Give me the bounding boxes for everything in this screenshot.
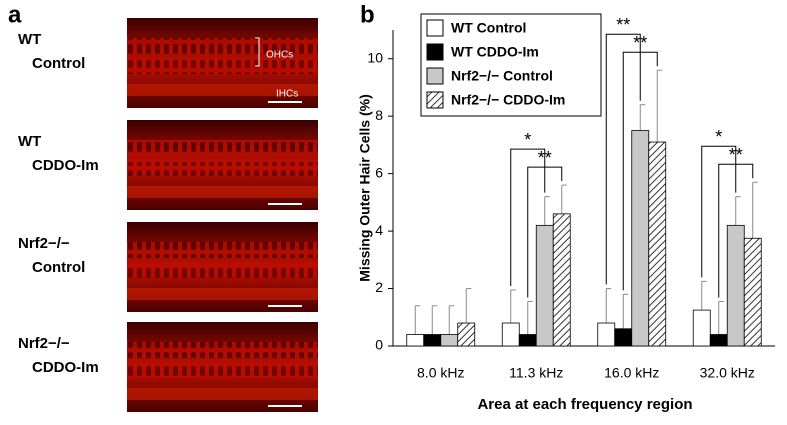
bar <box>423 334 442 347</box>
significance-bracket <box>527 166 563 298</box>
bar <box>440 334 459 347</box>
bar <box>552 213 571 347</box>
cell-row <box>127 388 318 400</box>
bar <box>631 130 650 347</box>
image-label: OHCs <box>266 50 293 61</box>
y-tick-label: 2 <box>375 279 383 295</box>
cell-row <box>127 186 318 198</box>
bar <box>614 328 633 347</box>
significance-bracket <box>622 51 658 291</box>
y-tick-label: 8 <box>375 107 383 123</box>
significance-bracket <box>701 145 737 278</box>
significance-bracket <box>605 33 641 285</box>
cell-row <box>127 342 318 358</box>
cell-row <box>127 84 318 96</box>
legend-swatch <box>426 91 444 109</box>
row-label: Nrf2−/− <box>18 235 70 252</box>
cell-row <box>127 140 318 156</box>
legend-box <box>420 13 602 117</box>
bar <box>457 322 476 347</box>
significance-label: ** <box>616 15 630 35</box>
significance-label: * <box>715 127 722 147</box>
row-label: WT <box>18 31 41 48</box>
x-axis-label: Area at each frequency region <box>477 396 692 413</box>
y-tick-label: 10 <box>367 49 383 65</box>
x-tick-label: 32.0 kHz <box>700 365 755 381</box>
x-tick-label: 11.3 kHz <box>509 365 563 381</box>
y-tick-label: 4 <box>375 222 383 238</box>
legend-swatch <box>426 19 444 37</box>
significance-label: ** <box>729 145 743 165</box>
cell-row <box>127 288 318 300</box>
cell-row <box>127 242 318 258</box>
x-tick-label: 8.0 kHz <box>417 365 464 381</box>
significance-label: ** <box>538 148 552 168</box>
bracket <box>255 37 260 67</box>
row-label: Control <box>32 55 85 72</box>
cell-row <box>127 364 318 378</box>
significance-label: * <box>524 130 531 150</box>
legend-label: WT CDDO-Im <box>451 44 539 60</box>
row-label: CDDO-Im <box>32 157 99 174</box>
image-label: IHCs <box>276 89 298 100</box>
row-label: CDDO-Im <box>32 359 99 376</box>
panel-label: a <box>8 1 22 28</box>
bar <box>726 224 745 347</box>
y-axis-label: Missing Outer Hair Cells (%) <box>357 94 373 281</box>
legend-label: Nrf2−/− CDDO-Im <box>451 92 565 108</box>
bar <box>597 322 616 347</box>
bar <box>518 334 537 347</box>
cell-row <box>127 60 318 74</box>
bar <box>743 237 762 347</box>
bar <box>535 224 554 347</box>
panel-b: b Missing Outer Hair Cells (%) Area at e… <box>357 1 775 413</box>
bar <box>648 141 667 347</box>
bar <box>692 309 711 347</box>
y-tick-label: 0 <box>375 337 383 353</box>
y-tick-label: 6 <box>375 164 383 180</box>
row-label: Control <box>32 259 85 276</box>
row-label: WT <box>18 133 41 150</box>
legend-label: WT Control <box>451 20 526 36</box>
legend-swatch <box>426 67 444 85</box>
panel-a: WT Control WT CDDO-Im Nrf2−/− Control Nrf2−/− C… <box>18 18 318 412</box>
row-label: Nrf2−/− <box>18 335 70 352</box>
significance-label: ** <box>633 33 647 53</box>
bar <box>406 334 425 347</box>
cell-row <box>127 38 318 54</box>
bar <box>501 322 520 347</box>
x-tick-label: 16.0 kHz <box>604 365 659 381</box>
significance-bracket <box>510 148 546 286</box>
cell-row <box>127 162 318 176</box>
significance-bracket <box>718 163 754 298</box>
legend-swatch <box>426 43 444 61</box>
bar <box>709 334 728 347</box>
cell-row <box>127 264 318 278</box>
panel-label: b <box>360 1 375 28</box>
legend-label: Nrf2−/− Control <box>451 68 553 84</box>
